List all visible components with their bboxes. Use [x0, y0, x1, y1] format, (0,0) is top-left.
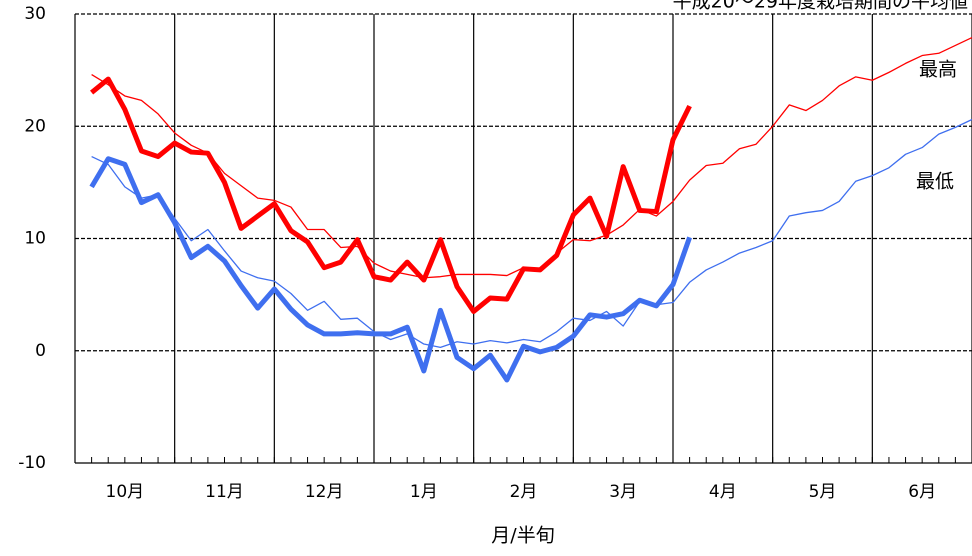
y-tick-label: 20 — [24, 116, 46, 136]
x-tick-label: 11月 — [205, 482, 244, 502]
y-tick-label: -10 — [18, 453, 46, 473]
x-tick-label: 10月 — [106, 482, 145, 502]
y-tick-label: 30 — [24, 4, 46, 24]
x-tick-label: 5月 — [809, 482, 837, 502]
x-tick-label: 3月 — [609, 482, 637, 502]
max-label: 最高 — [919, 59, 957, 81]
series-line — [91, 118, 972, 349]
x-axis-title: 月/半旬 — [491, 525, 554, 547]
annotation: 平成20～29年度栽培期間の平均値 — [673, 0, 968, 13]
x-tick-label: 6月 — [908, 482, 936, 502]
series-line — [90, 76, 692, 314]
x-tick-label: 4月 — [709, 482, 737, 502]
series-line — [91, 36, 972, 279]
min-label: 最低 — [916, 171, 954, 193]
x-tick-label: 12月 — [305, 482, 344, 502]
x-tick-label: 1月 — [410, 482, 438, 502]
y-tick-label: 0 — [35, 341, 46, 361]
y-tick-label: 10 — [24, 229, 46, 249]
series-line — [89, 156, 692, 383]
x-tick-label: 2月 — [510, 482, 538, 502]
